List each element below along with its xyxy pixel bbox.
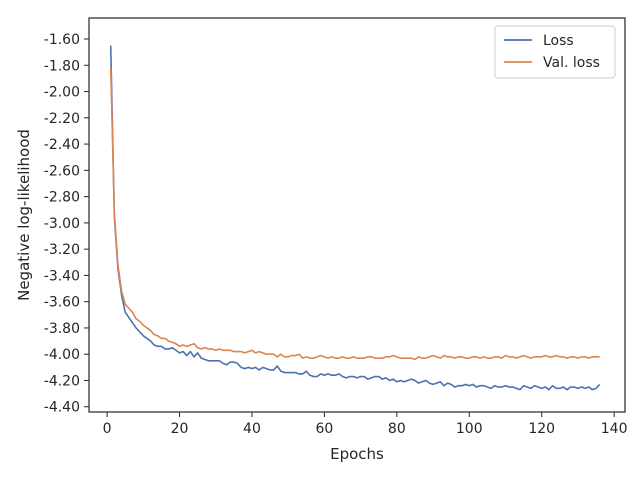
x-axis-label: Epochs: [330, 445, 384, 463]
y-tick-label: -4.00: [44, 347, 80, 363]
y-tick-label: -3.00: [44, 216, 80, 232]
y-axis: -1.60 -1.80 -2.00 -2.20 -2.40 -2.60 -2.80 -3.00…: [44, 32, 89, 416]
y-tick-label: -3.80: [44, 321, 80, 337]
y-tick-label: -4.40: [44, 400, 80, 416]
y-tick-label: -1.60: [44, 32, 80, 48]
x-tick-label: 140: [601, 421, 628, 437]
y-tick-label: -1.80: [44, 58, 80, 74]
series-layer: [109, 45, 601, 391]
plot-area: [88, 17, 626, 413]
y-tick-label: -2.60: [44, 163, 80, 179]
y-axis-label: Negative log-likelihood: [15, 129, 33, 301]
series-line-loss: [109, 45, 601, 391]
x-tick-label: 80: [388, 421, 406, 437]
legend: Loss Val. loss: [494, 25, 616, 79]
y-tick-label: -4.20: [44, 373, 80, 389]
series-line-val-loss: [109, 67, 600, 361]
y-tick-label: -2.40: [44, 137, 80, 153]
legend-label-val-loss: Val. loss: [543, 55, 600, 71]
y-tick-label: -3.40: [44, 268, 80, 284]
legend-label-loss: Loss: [543, 33, 574, 49]
x-axis: 0 20 40 60 80 100 120 140: [103, 412, 628, 437]
x-tick-label: 100: [456, 421, 483, 437]
x-tick-label: 40: [243, 421, 261, 437]
y-tick-label: -3.20: [44, 242, 80, 258]
y-tick-label: -2.00: [44, 85, 80, 101]
x-tick-label: 0: [103, 421, 112, 437]
plot-frame: [88, 17, 626, 413]
y-tick-label: -2.20: [44, 111, 80, 127]
x-tick-label: 120: [528, 421, 555, 437]
x-tick-label: 60: [315, 421, 333, 437]
x-tick-label: 20: [171, 421, 189, 437]
legend-box: [494, 25, 616, 79]
y-tick-label: -2.80: [44, 190, 80, 206]
y-tick-label: -3.60: [44, 295, 80, 311]
